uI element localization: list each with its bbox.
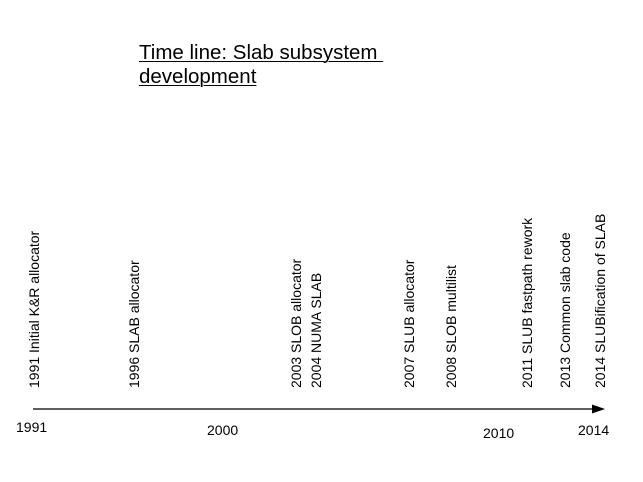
page-title: Time line: Slab subsystem development	[139, 41, 399, 89]
event-label: 2008 SLOB multilist	[443, 265, 459, 388]
event-label: 2003 SLOB allocator	[288, 258, 304, 388]
event-label: 1991 Initial K&R allocator	[26, 230, 42, 388]
event-label: 2004 NUMA SLAB	[308, 273, 324, 388]
year-label: 2010	[483, 425, 514, 441]
year-label: 2014	[578, 422, 609, 438]
title-line-1: Time line: Slab subsystem	[139, 41, 384, 64]
timeline-arrowhead	[592, 404, 605, 414]
event-label: 2014 SLUBification of SLAB	[592, 214, 608, 388]
year-label: 2000	[207, 422, 238, 438]
event-label: 2007 SLUB allocator	[401, 259, 417, 388]
event-label: 2011 SLUB fastpath rework	[519, 217, 535, 388]
title-line-2: development	[139, 65, 257, 88]
event-label: 2013 Common slab code	[557, 232, 573, 388]
year-label: 1991	[16, 419, 47, 435]
event-label: 1996 SLAB allocator	[126, 260, 142, 388]
